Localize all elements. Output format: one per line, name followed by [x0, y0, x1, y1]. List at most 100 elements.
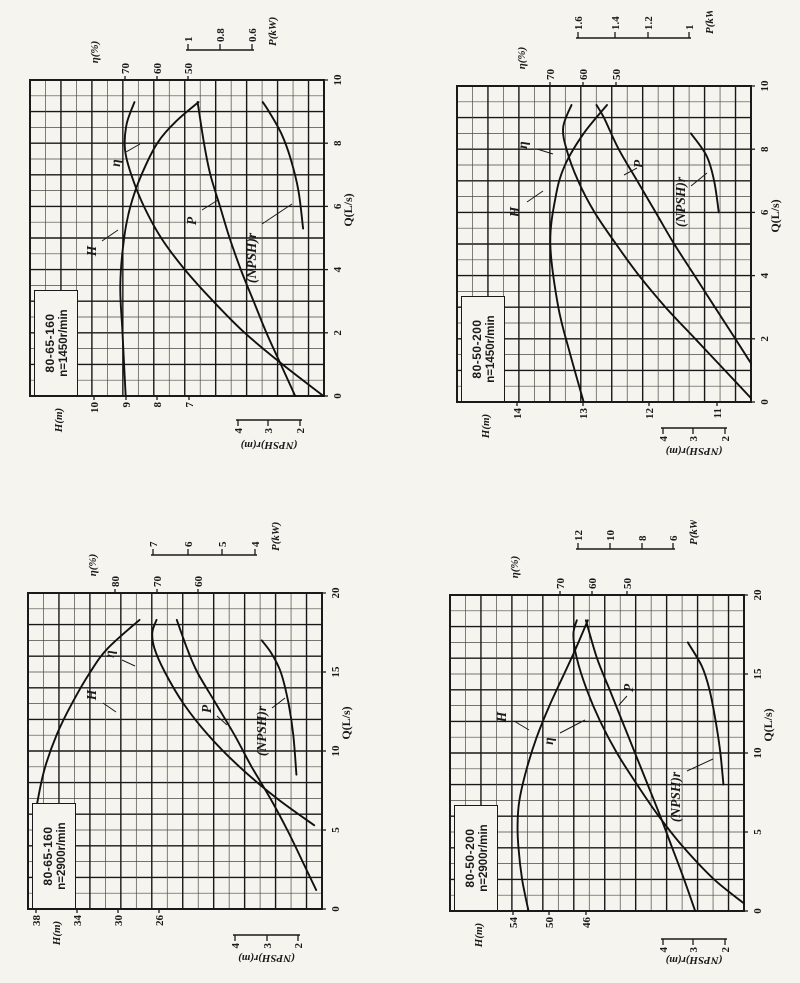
svg-text:8: 8	[152, 402, 164, 408]
curve-label-NPSH: (NPSH)r	[254, 705, 269, 756]
curve-H	[516, 619, 589, 912]
p-axis: 7 6 5 4 P(kW)	[148, 522, 282, 556]
svg-text:60: 60	[193, 576, 205, 588]
p-axis: 1.6 1.4 1.2 1 P(kW)	[573, 11, 716, 39]
pump-chart-80-50-200-1450rpm: 0 2 4 6 8 10 Q(L/s) 14 13 12 11 H(m) 70 60 50 η(%) 1.6 1.…	[445, 11, 796, 462]
svg-text:0.6: 0.6	[247, 28, 259, 42]
svg-text:P(kW): P(kW)	[704, 11, 716, 34]
svg-text:Q(L/s): Q(L/s)	[768, 199, 782, 232]
svg-text:50: 50	[183, 63, 195, 75]
svg-text:2: 2	[720, 436, 732, 442]
svg-text:30: 30	[113, 915, 125, 927]
curve-labels: Hη P (NPSH)r	[507, 141, 708, 227]
curve-label-eta: η	[108, 159, 123, 166]
svg-text:8: 8	[637, 535, 649, 541]
svg-text:14: 14	[512, 408, 524, 420]
svg-text:60: 60	[152, 63, 164, 75]
svg-text:0.8: 0.8	[215, 28, 227, 42]
pump-model: 80-65-160	[42, 313, 57, 373]
pump-model-box: 80-65-160 n=1450r/min	[34, 290, 78, 396]
curve-labels: Hη P (NPSH)r	[84, 650, 286, 756]
svg-text:4: 4	[332, 266, 344, 272]
curve-label-P: P	[184, 216, 199, 225]
npsh-axis: 4 3 2(NPSH)r(m)	[230, 934, 305, 964]
svg-text:Q(L/s): Q(L/s)	[761, 708, 775, 741]
chart-canvas: 0 2 4 6 8 10 Q(L/s) 14 13 12 11 H(m) 70 60 50 η(%) 1.6 1.…	[445, 11, 796, 462]
curve-NPSH	[261, 101, 305, 230]
svg-text:50: 50	[622, 578, 634, 590]
svg-text:1.2: 1.2	[643, 16, 655, 30]
svg-text:H(m): H(m)	[473, 923, 485, 948]
svg-text:(NPSH)r(m): (NPSH)r(m)	[666, 954, 723, 966]
p-axis: 12 10 8 6 P(kW)	[573, 520, 700, 550]
curve-label-eta: η	[102, 650, 117, 657]
curve-label-P: P	[621, 683, 636, 692]
svg-text:1: 1	[183, 37, 195, 43]
svg-text:H(m): H(m)	[51, 921, 63, 946]
curve-label-H: H	[84, 245, 99, 257]
svg-text:12: 12	[573, 530, 585, 542]
chart-svg-80-65-160-1450: 0 2 4 6 8 10 Q(L/s) 10 9 8 7 H(m) 70 60 50 η(%) 1 0.8 0.6 P…	[29, 17, 355, 451]
chart-canvas: 0 5 10 15 20 Q(L/s) 38 34 30 26 H(m) 80 70 60 η(%) 7 6 5 4…	[16, 518, 367, 969]
svg-text:10: 10	[330, 745, 342, 757]
svg-text:8: 8	[332, 140, 344, 146]
curve-label-P: P	[631, 159, 646, 168]
svg-text:10: 10	[752, 747, 764, 759]
svg-text:38: 38	[31, 915, 43, 927]
eta-axis: 70 60 50 η(%)	[516, 47, 623, 86]
curve-label-NPSH: (NPSH)r	[673, 176, 688, 227]
pump-model: 80-65-160	[40, 826, 55, 886]
svg-text:8: 8	[759, 146, 771, 152]
svg-text:2: 2	[720, 947, 732, 953]
svg-text:7: 7	[148, 541, 160, 547]
svg-text:12: 12	[644, 408, 656, 420]
svg-text:3: 3	[262, 943, 274, 949]
curve-label-H: H	[507, 206, 522, 218]
svg-text:6: 6	[668, 535, 680, 541]
h-axis: 14 13 12 11 H(m)	[480, 402, 724, 439]
svg-text:0: 0	[759, 399, 771, 405]
svg-text:0: 0	[752, 908, 764, 914]
curve-P	[196, 101, 297, 397]
chart-canvas: 0 5 10 15 20 Q(L/s) 54 50 46 H(m) 70 60 50 η(%) 12 10 8 6…	[438, 520, 789, 971]
svg-text:H(m): H(m)	[480, 414, 492, 439]
svg-text:9: 9	[121, 402, 133, 408]
svg-text:26: 26	[154, 915, 166, 927]
curve-H	[549, 104, 608, 403]
svg-text:80: 80	[110, 576, 122, 588]
npsh-axis: 4 3 2(NPSH)r(m)	[233, 419, 307, 451]
curve-labels: Hη P (NPSH)r	[84, 143, 293, 283]
svg-text:50: 50	[544, 917, 556, 929]
svg-text:η(%): η(%)	[509, 556, 521, 579]
svg-text:0: 0	[332, 393, 344, 399]
pump-model-box: 80-50-200 n=2900r/min	[454, 805, 498, 911]
svg-text:η(%): η(%)	[89, 41, 101, 64]
q-axis: 0 5 10 15 20 Q(L/s)	[322, 587, 353, 912]
svg-text:10: 10	[605, 530, 617, 542]
svg-text:1.6: 1.6	[573, 16, 585, 30]
pump-model: 80-50-200	[462, 828, 477, 888]
svg-text:Q(L/s): Q(L/s)	[341, 193, 355, 226]
eta-axis: 70 60 50 η(%)	[509, 556, 634, 595]
svg-text:P(kW): P(kW)	[267, 17, 279, 46]
pump-speed: n=2900r/min	[55, 822, 68, 890]
svg-text:0: 0	[330, 906, 342, 912]
curves	[33, 618, 318, 910]
curve-NPSH	[260, 639, 298, 776]
svg-text:2: 2	[293, 943, 305, 949]
svg-text:20: 20	[330, 587, 342, 599]
q-axis: 0 2 4 6 8 10 Q(L/s)	[324, 74, 355, 399]
pump-chart-80-65-160-1450rpm: 0 2 4 6 8 10 Q(L/s) 10 9 8 7 H(m) 70 60 50 η(%) 1 0.8 0.6 P…	[18, 5, 369, 456]
curve-eta	[562, 104, 752, 403]
svg-text:10: 10	[89, 402, 101, 414]
svg-text:3: 3	[688, 947, 700, 953]
svg-text:5: 5	[217, 541, 229, 547]
curve-label-P: P	[199, 704, 214, 713]
svg-text:Q(L/s): Q(L/s)	[339, 706, 353, 739]
svg-text:54: 54	[508, 917, 520, 929]
npsh-axis: 4 3 2(NPSH)r(m)	[658, 938, 732, 966]
svg-text:2: 2	[295, 428, 307, 434]
svg-text:60: 60	[587, 578, 599, 590]
svg-text:2: 2	[759, 336, 771, 342]
